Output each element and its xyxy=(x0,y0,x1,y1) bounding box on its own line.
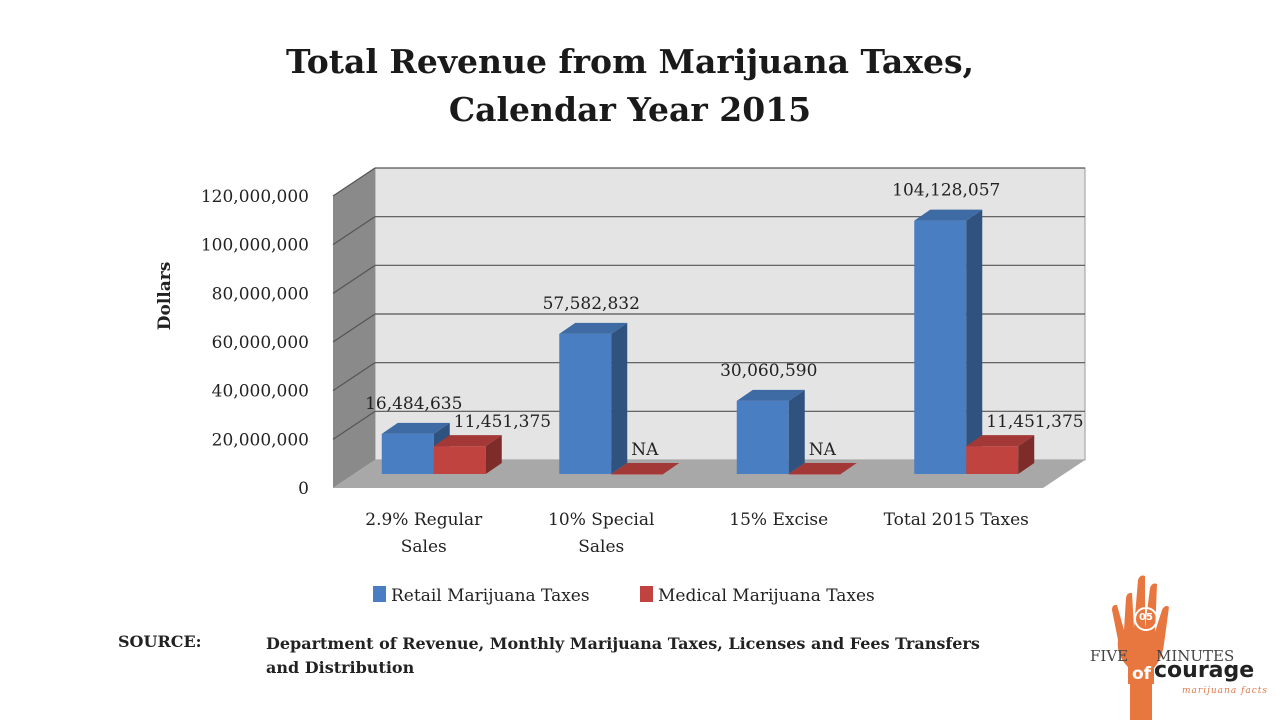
gridline-side xyxy=(332,167,376,197)
bar-front xyxy=(788,474,841,475)
bar-front xyxy=(914,220,967,474)
logo-tagline: marijuana facts xyxy=(1182,686,1269,696)
data-label: NA xyxy=(631,440,659,460)
gridline-side xyxy=(332,216,376,246)
bar-top xyxy=(559,322,628,334)
x-tick-label: Total 2015 Taxes xyxy=(884,510,1029,530)
data-label: 16,484,635 xyxy=(365,394,462,414)
chart-bars xyxy=(381,209,1035,475)
gridline-side xyxy=(332,313,376,343)
bar-side xyxy=(611,322,628,474)
x-tick-label: 15% Excise xyxy=(729,510,828,530)
x-axis-categories: 2.9% Regular Sales 10% Special Sales 15% Exc… xyxy=(365,510,1029,557)
logo-word-minutes: MINUTES xyxy=(1156,647,1235,665)
y-axis-label: Dollars xyxy=(155,262,175,331)
bar-front xyxy=(966,446,1019,474)
gridline-side xyxy=(332,362,376,392)
bar-front xyxy=(736,400,789,474)
data-labels: 16,484,63511,451,37557,582,832NA30,060,5… xyxy=(365,181,1084,460)
data-label: 11,451,375 xyxy=(454,412,551,432)
gridline-side xyxy=(332,410,376,440)
hand-icon xyxy=(1112,575,1169,720)
data-label: 11,451,375 xyxy=(986,412,1083,432)
bar-front xyxy=(611,474,664,475)
legend-label: Medical Marijuana Taxes xyxy=(658,586,875,606)
legend-swatch xyxy=(640,586,653,602)
bar-top xyxy=(966,435,1035,447)
chart-title-line1: Total Revenue from Marijuana Taxes, xyxy=(285,42,975,81)
bar-top xyxy=(914,209,983,221)
bar xyxy=(736,389,805,474)
bar-side xyxy=(966,209,983,474)
legend-item: Retail Marijuana Taxes xyxy=(373,586,590,606)
data-label: NA xyxy=(809,440,837,460)
bar xyxy=(559,322,628,474)
badge-number: 05 xyxy=(1139,612,1153,623)
legend-label: Retail Marijuana Taxes xyxy=(391,586,590,606)
y-tick-label: 40,000,000 xyxy=(212,382,309,402)
of-box xyxy=(1128,662,1154,684)
five-minutes-of-courage-logo: 05 FIVE MINUTES of courage marijuana fac… xyxy=(1082,574,1272,720)
legend-item: Medical Marijuana Taxes xyxy=(640,586,875,606)
floor xyxy=(333,460,1085,488)
y-tick-label: 60,000,000 xyxy=(212,333,309,353)
bar-front xyxy=(381,433,434,474)
source-text: Department of Revenue, Monthly Marijuana… xyxy=(266,634,980,677)
bar-top xyxy=(611,463,680,474)
legend-swatch xyxy=(373,586,386,602)
bar xyxy=(914,209,983,474)
y-tick-label: 0 xyxy=(298,479,309,499)
data-label: 104,128,057 xyxy=(892,181,1000,201)
data-label: 30,060,590 xyxy=(720,361,817,381)
data-label: 57,582,832 xyxy=(543,294,640,314)
bar xyxy=(788,463,857,475)
chart-title: Total Revenue from Marijuana Taxes, Cale… xyxy=(0,38,1260,134)
bar-side xyxy=(485,435,502,474)
bar-top xyxy=(433,435,502,447)
badge-circle xyxy=(1134,607,1158,631)
bar-top xyxy=(788,463,857,474)
y-tick-label: 80,000,000 xyxy=(212,284,309,304)
bar xyxy=(966,435,1035,474)
logo-word-courage: courage xyxy=(1154,658,1255,683)
bar-front xyxy=(433,446,486,474)
source-label: SOURCE: xyxy=(118,632,202,651)
logo-word-of: of xyxy=(1132,664,1152,684)
y-tick-label: 100,000,000 xyxy=(201,236,309,256)
bar xyxy=(611,463,680,475)
bar xyxy=(433,435,502,474)
logo-word-five: FIVE xyxy=(1090,647,1129,665)
bar-side xyxy=(788,389,805,474)
y-tick-label: 120,000,000 xyxy=(201,187,309,207)
bar-front xyxy=(559,333,612,474)
bar-top xyxy=(736,389,805,401)
gridline-side xyxy=(332,264,376,294)
y-axis: 0 20,000,000 40,000,000 60,000,000 80,000,00… xyxy=(201,187,309,499)
bar-side xyxy=(1018,435,1035,474)
x-tick-label: 10% Special Sales xyxy=(548,510,654,557)
chart-title-line2: Calendar Year 2015 xyxy=(448,90,812,129)
x-tick-label: 2.9% Regular Sales xyxy=(365,510,483,557)
bar-top xyxy=(381,422,450,434)
chart-legend: Retail Marijuana Taxes Medical Marijuana … xyxy=(373,586,875,606)
y-tick-label: 20,000,000 xyxy=(212,430,309,450)
